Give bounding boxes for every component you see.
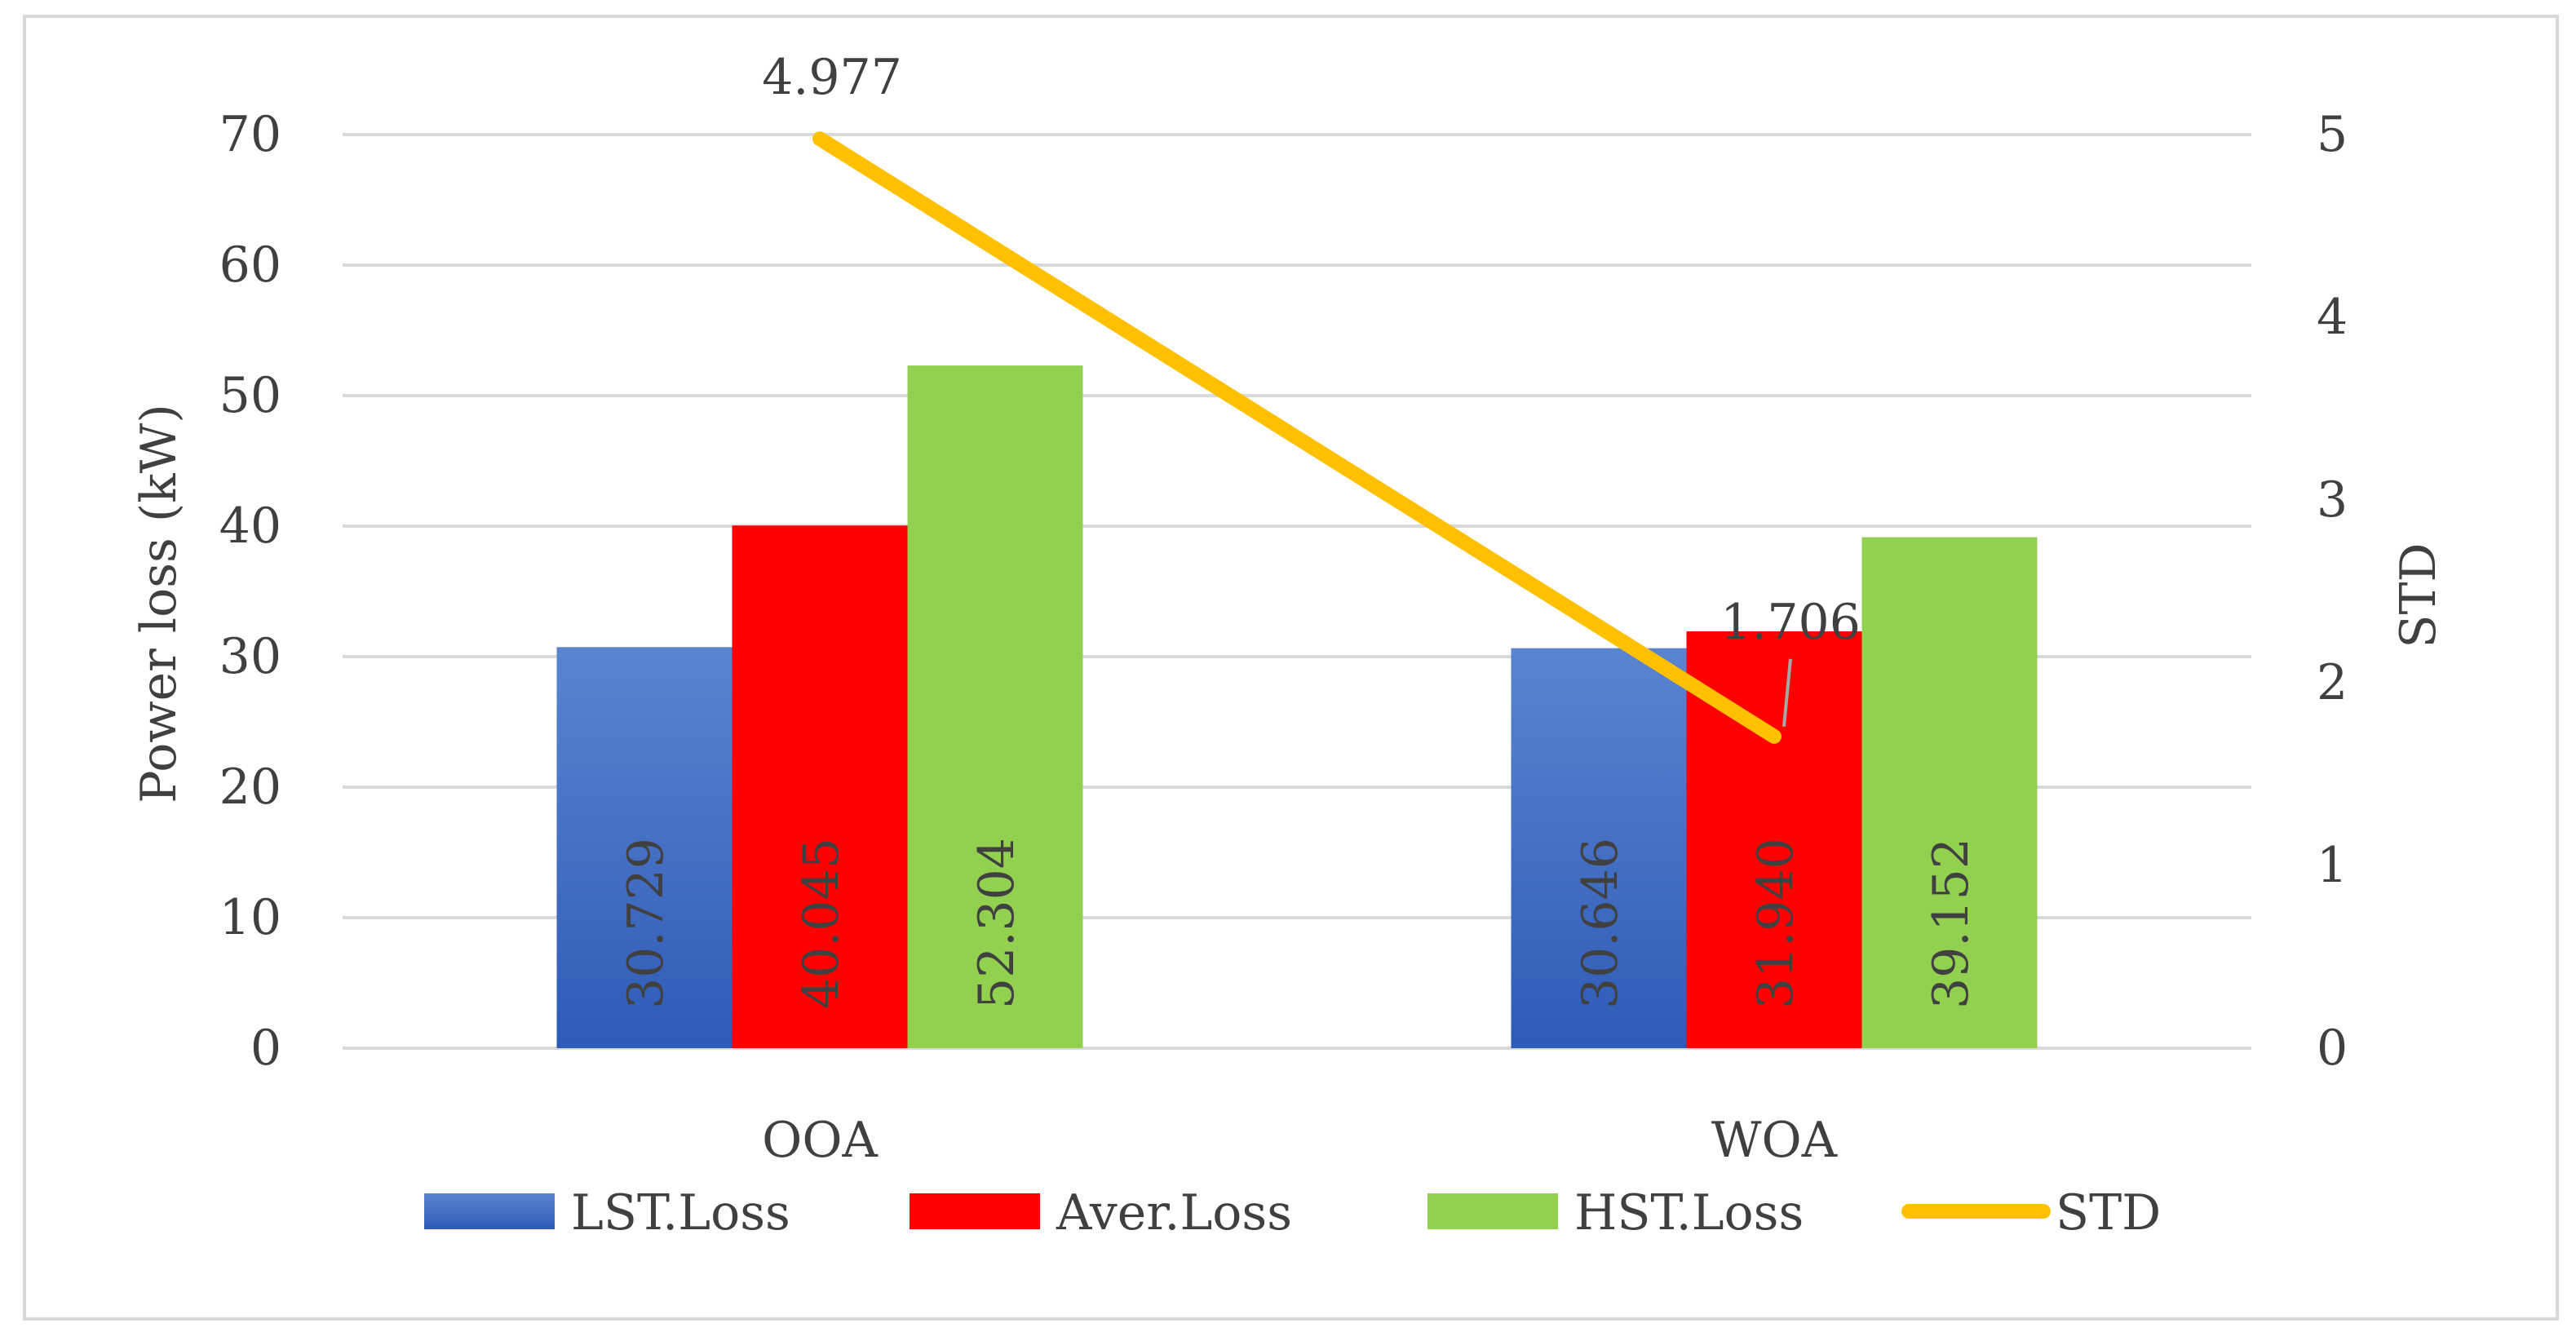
y-tick-label: 30: [219, 628, 281, 685]
bar-data-label: 30.729: [617, 838, 675, 1009]
bar-lst-loss-woa: [1511, 648, 1687, 1048]
bars: [556, 365, 2038, 1048]
y2-axis-title: STD: [2390, 542, 2447, 648]
y-tick-label: 40: [219, 498, 281, 555]
y2-axis-ticks: 0 1 2 3 4 5: [2317, 106, 2348, 1077]
y2-tick-label: 5: [2317, 106, 2348, 163]
bar-data-label: 52.304: [968, 838, 1025, 1009]
y-tick-label: 60: [219, 237, 281, 294]
y2-tick-label: 0: [2317, 1020, 2348, 1077]
y-tick-label: 50: [219, 367, 281, 424]
y-tick-label: 70: [219, 106, 281, 163]
bar-lst-loss-ooa: [556, 647, 733, 1048]
bar-data-label: 31.940: [1747, 838, 1804, 1009]
legend-swatch: [1427, 1193, 1558, 1229]
bar-data-label: 30.646: [1572, 838, 1629, 1009]
std-label-leader-line: [1782, 658, 1792, 728]
legend-label: Aver.Loss: [1056, 1184, 1292, 1241]
x-tick-label: WOA: [1711, 1112, 1838, 1169]
bar-aver-loss-ooa: [732, 525, 908, 1048]
std-data-label: 1.706: [1720, 594, 1861, 651]
y-tick-label: 10: [219, 889, 281, 946]
bar-value-labels: 30.729 40.045 52.304 30.646 31.940 39.152: [617, 838, 1980, 1009]
std-data-label: 4.977: [762, 49, 902, 106]
legend: LST.Loss Aver.Loss HST.Loss STD: [424, 1184, 2161, 1241]
legend-swatch: [424, 1193, 555, 1229]
y2-tick-label: 4: [2317, 289, 2348, 346]
legend-label: LST.Loss: [571, 1184, 790, 1241]
bar-hst-loss-ooa: [907, 365, 1083, 1048]
bar-data-label: 40.045: [793, 838, 850, 1009]
bar-data-label: 39.152: [1923, 838, 1980, 1009]
y-tick-label: 20: [219, 759, 281, 816]
legend-swatch: [910, 1193, 1040, 1229]
chart-border: [23, 15, 2559, 1321]
y2-tick-label: 3: [2317, 471, 2348, 529]
y2-tick-label: 2: [2317, 654, 2348, 711]
x-axis-ticks: OOA WOA: [762, 1112, 1838, 1169]
legend-label: STD: [2056, 1184, 2161, 1241]
std-line-layer: 4.977 1.706: [762, 49, 1861, 744]
y-axis-title: Power loss (kW): [131, 404, 188, 803]
bar-hst-loss-woa: [1861, 537, 2038, 1048]
x-tick-label: OOA: [762, 1112, 878, 1169]
y-axis-ticks: 0 10 20 30 40 50 60 70: [219, 106, 281, 1077]
y-tick-label: 0: [250, 1020, 281, 1077]
std-line: [812, 131, 1782, 744]
y2-tick-label: 1: [2317, 837, 2348, 894]
legend-label: HST.Loss: [1574, 1184, 1804, 1241]
